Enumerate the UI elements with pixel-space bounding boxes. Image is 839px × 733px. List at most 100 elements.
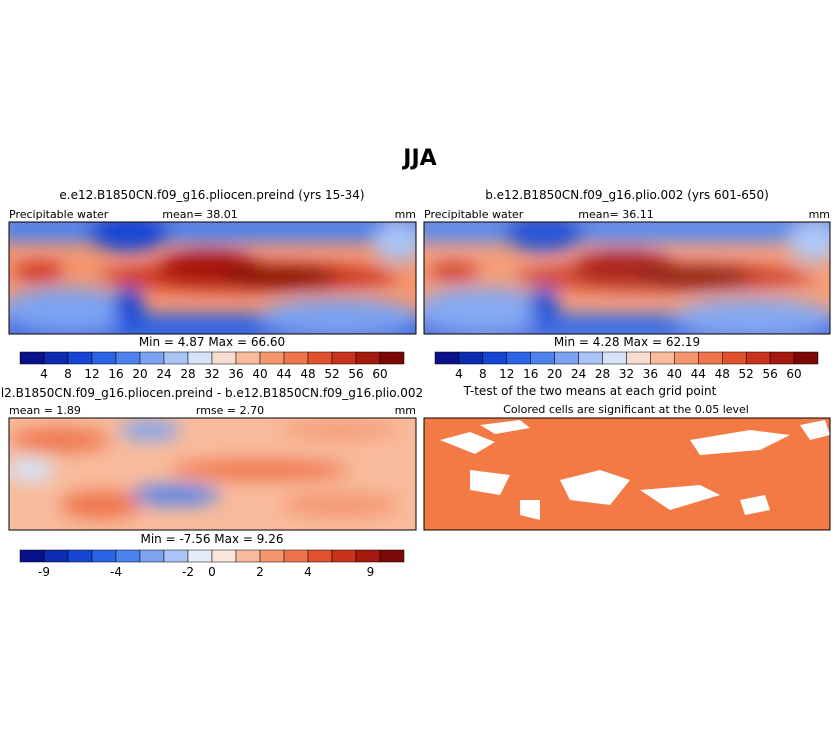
colorbar-box (458, 351, 484, 365)
colorbar-label: 48 (715, 367, 730, 381)
stats-label: Min = -7.56 Max = 9.26 (140, 532, 283, 546)
colorbar-label: 44 (691, 367, 706, 381)
colorbar-label: 24 (571, 367, 586, 381)
map-frame (8, 221, 417, 335)
colorbar-label: -9 (38, 565, 50, 579)
colorbar-box (530, 351, 555, 365)
colorbar-box (67, 351, 93, 365)
colorbar-box (674, 351, 699, 365)
colorbar-box (283, 549, 309, 563)
colorbar-box (769, 351, 795, 365)
units-label: mm (395, 208, 416, 221)
colorbar-box (602, 351, 627, 365)
colorbar-box (434, 351, 460, 365)
variable-label: Precipitable water (9, 208, 109, 221)
colorbar-label: 60 (372, 367, 387, 381)
colorbar-label: 56 (762, 367, 777, 381)
colorbar-label: 4 (304, 565, 312, 579)
colorbar-label: -4 (110, 565, 122, 579)
colorbar-box (163, 351, 189, 365)
colorbar-label: 12 (499, 367, 514, 381)
colorbar-box (355, 549, 381, 563)
colorbar-label: 28 (595, 367, 610, 381)
colorbar-box (283, 351, 309, 365)
colorbar-label: 40 (252, 367, 267, 381)
colorbar-label: 56 (348, 367, 363, 381)
colorbar-label: 52 (324, 367, 339, 381)
colorbar-box (722, 351, 747, 365)
colorbar-box (163, 549, 189, 563)
units-label: mm (809, 208, 830, 221)
colorbar-box (331, 351, 357, 365)
colorbar-box (554, 351, 579, 365)
panel-subtitle: Colored cells are significant at the 0.0… (503, 403, 749, 416)
colorbar-label: 20 (132, 367, 147, 381)
variable-label: Precipitable water (424, 208, 524, 221)
map (0, 212, 429, 344)
colorbar-box (307, 351, 333, 365)
colorbar-box (650, 351, 675, 365)
colorbar-box (698, 351, 723, 365)
colorbar-label: 8 (64, 367, 72, 381)
colorbar-box (187, 351, 213, 365)
colorbar-box (482, 351, 508, 365)
stats-label: Min = 4.28 Max = 62.19 (554, 335, 700, 349)
map-frame (8, 417, 417, 531)
colorbar-box (307, 549, 333, 563)
colorbar-label: 9 (367, 565, 375, 579)
colorbar-label: 32 (204, 367, 219, 381)
colorbar-label: 0 (208, 565, 216, 579)
colorbar-label: 16 (108, 367, 123, 381)
colorbar-box (259, 351, 285, 365)
colorbar-box (235, 549, 261, 563)
colorbar-box (355, 351, 381, 365)
rmse-label: rmse = 2.70 (196, 404, 264, 417)
mean-label: mean= 36.11 (578, 208, 653, 221)
colorbar-label: 36 (643, 367, 658, 381)
colorbar-box (578, 351, 603, 365)
map (9, 418, 416, 530)
panel-title: e.e12.B1850CN.f09_g16.pliocen.preind (yr… (59, 188, 364, 202)
colorbar-box (506, 351, 531, 365)
map (414, 212, 839, 344)
colorbar-label: 8 (479, 367, 487, 381)
colorbar-box (115, 351, 141, 365)
colorbar-box (331, 549, 357, 563)
colorbar-label: 16 (523, 367, 538, 381)
colorbar-box (187, 549, 213, 563)
colorbar-label: 48 (300, 367, 315, 381)
colorbar-box (235, 351, 261, 365)
mean-label: mean = 1.89 (9, 404, 81, 417)
colorbar-box (259, 549, 285, 563)
colorbar-box (67, 549, 93, 563)
panel-title: l2.B1850CN.f09_g16.pliocen.preind - b.e1… (1, 386, 423, 400)
panel-title: b.e12.B1850CN.f09_g16.plio.002 (yrs 601-… (485, 188, 769, 202)
colorbar-label: 60 (786, 367, 801, 381)
map (424, 418, 830, 530)
colorbar-box (379, 351, 405, 365)
units-label: mm (395, 404, 416, 417)
colorbar-label: 4 (40, 367, 48, 381)
colorbar-label: 28 (180, 367, 195, 381)
colorbar-box (211, 351, 237, 365)
colorbar-label: 32 (619, 367, 634, 381)
colorbar-label: 52 (739, 367, 754, 381)
colorbar-box (379, 549, 405, 563)
colorbar-label: -2 (182, 565, 194, 579)
colorbar-box (745, 351, 771, 365)
colorbar-box (43, 351, 69, 365)
colorbar-box (91, 549, 117, 563)
panel-title: T-test of the two means at each grid poi… (463, 384, 717, 398)
colorbar-box (626, 351, 651, 365)
colorbar-label: 20 (547, 367, 562, 381)
colorbar-box (793, 351, 819, 365)
colorbar-box (19, 351, 45, 365)
colorbar-box (19, 549, 45, 563)
colorbar-box (91, 351, 117, 365)
colorbar-label: 24 (156, 367, 171, 381)
colorbar-box (115, 549, 141, 563)
colorbar-box (43, 549, 69, 563)
colorbar-label: 44 (276, 367, 291, 381)
